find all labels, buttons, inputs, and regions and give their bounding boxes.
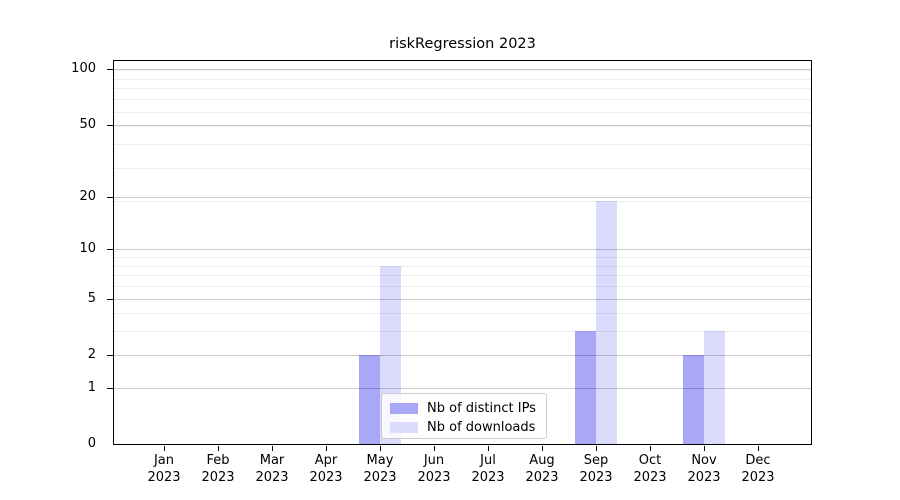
y-tick-mark — [107, 69, 113, 71]
x-tick-label: Jun 2023 — [417, 453, 451, 485]
y-tick-mark — [107, 196, 113, 198]
y-tick-mark — [107, 298, 113, 300]
legend: Nb of distinct IPs Nb of downloads — [381, 393, 547, 439]
x-tick-mark — [434, 446, 435, 451]
x-tick-mark — [488, 446, 489, 451]
x-tick-label: Feb 2023 — [201, 453, 235, 485]
y-tick-mark — [107, 387, 113, 389]
minor-gridline — [114, 78, 811, 80]
x-tick-label: Sep 2023 — [579, 453, 613, 485]
bar-distinct_ips-sep — [575, 331, 596, 444]
x-tick-label: Jul 2023 — [471, 453, 505, 485]
bar-downloads-nov — [704, 331, 725, 444]
minor-gridline — [114, 275, 811, 277]
y-tick-label: 100 — [71, 61, 96, 77]
legend-label-distinct-ips: Nb of distinct IPs — [427, 401, 536, 416]
y-tick-label: 10 — [79, 241, 96, 257]
y-tick-mark — [107, 354, 113, 356]
legend-swatch-distinct-ips — [390, 403, 418, 414]
y-tick-label: 50 — [79, 116, 96, 132]
major-gridline — [114, 124, 811, 126]
minor-gridline — [114, 331, 811, 333]
major-gridline — [114, 298, 811, 300]
x-tick-label: Nov 2023 — [687, 453, 721, 485]
major-gridline — [114, 354, 811, 356]
legend-item-distinct-ips: Nb of distinct IPs — [382, 399, 546, 418]
major-gridline — [114, 249, 811, 251]
y-tick-label: 5 — [87, 290, 96, 306]
x-tick-mark — [704, 446, 705, 451]
x-tick-mark — [380, 446, 381, 451]
major-gridline — [114, 387, 811, 389]
legend-item-downloads: Nb of downloads — [382, 418, 546, 437]
minor-gridline — [114, 126, 811, 128]
minor-gridline — [114, 70, 811, 71]
x-tick-mark — [542, 446, 543, 451]
minor-gridline — [114, 265, 811, 267]
major-gridline — [114, 196, 811, 198]
y-tick-label: 2 — [87, 346, 96, 362]
x-tick-mark — [650, 446, 651, 451]
x-tick-label: Mar 2023 — [255, 453, 289, 485]
y-tick-label: 1 — [87, 379, 96, 395]
gridlines-layer — [114, 61, 811, 444]
minor-gridline — [114, 167, 811, 169]
x-tick-label: Jan 2023 — [147, 453, 181, 485]
y-tick-label: 0 — [87, 436, 96, 451]
x-tick-mark — [164, 446, 165, 451]
y-tick-mark — [107, 249, 113, 251]
y-axis: 0 1 2 5 10 20 50 100 — [0, 60, 113, 451]
minor-gridline — [114, 88, 811, 90]
bars-layer — [114, 61, 811, 444]
minor-gridline — [114, 257, 811, 258]
major-gridline — [114, 69, 811, 71]
x-tick-mark — [218, 446, 219, 451]
x-tick-label: Oct 2023 — [633, 453, 667, 485]
x-tick-mark — [326, 446, 327, 451]
minor-gridline — [114, 313, 811, 315]
plot-area: Nb of distinct IPs Nb of downloads — [113, 60, 812, 445]
minor-gridline — [114, 111, 811, 113]
minor-gridline — [114, 144, 811, 146]
minor-gridline — [114, 200, 811, 202]
x-tick-mark — [596, 446, 597, 451]
minor-gridline — [114, 99, 811, 100]
legend-swatch-downloads — [390, 422, 418, 433]
bar-downloads-sep — [596, 200, 617, 444]
minor-gridline — [114, 286, 811, 287]
legend-label-downloads: Nb of downloads — [427, 420, 536, 435]
y-tick-mark — [107, 124, 113, 126]
x-tick-label: Aug 2023 — [525, 453, 559, 485]
chart-title: riskRegression 2023 — [389, 36, 536, 52]
x-axis: Jan 2023 Feb 2023 Mar 2023 Apr 2023 May 2023… — [113, 445, 812, 500]
x-tick-label: Dec 2023 — [741, 453, 775, 485]
x-tick-label: May 2023 — [363, 453, 397, 485]
y-tick-label: 20 — [79, 188, 96, 204]
bar-distinct_ips-may — [359, 354, 380, 444]
bar-distinct_ips-nov — [683, 354, 704, 444]
x-tick-mark — [272, 446, 273, 451]
x-tick-label: Apr 2023 — [309, 453, 343, 485]
x-tick-mark — [758, 446, 759, 451]
